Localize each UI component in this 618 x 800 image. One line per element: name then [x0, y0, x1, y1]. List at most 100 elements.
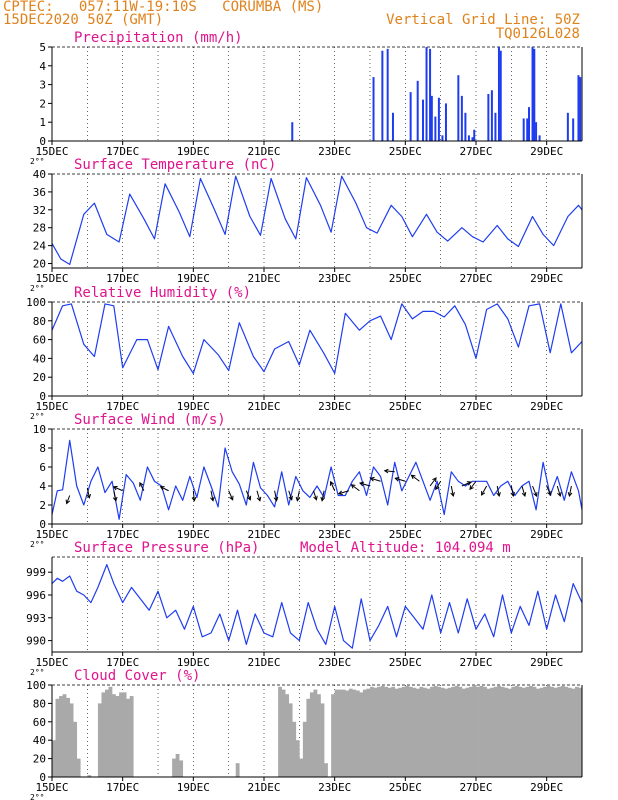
wind-arrow — [383, 468, 395, 474]
wind-arrow — [435, 480, 442, 491]
wind-arrow — [481, 485, 488, 496]
wind-arrow-shaft — [256, 490, 261, 501]
pressure-ytick-label: 990 — [26, 635, 46, 648]
cloud-cover-bar — [320, 703, 325, 777]
cloud-cover-xtick-label: 19DEC — [177, 781, 210, 794]
precipitation-bar — [526, 118, 529, 141]
pressure-series-line — [51, 563, 583, 649]
wind-arrow-head — [191, 496, 197, 502]
cloud-cover-bar — [377, 686, 381, 777]
cloud-cover-bar — [366, 688, 371, 777]
precipitation-bar — [391, 112, 394, 141]
cloud-cover-bar — [490, 687, 494, 777]
humidity-ytick-label: 20 — [33, 371, 46, 384]
cloud-cover-bar — [521, 687, 526, 777]
cloud-cover-bar — [493, 686, 498, 777]
wind-arrow-head — [350, 484, 356, 489]
cloud-cover-bar — [59, 696, 63, 777]
temperature-xtick-label: 29DEC — [530, 272, 563, 285]
precipitation-bar — [535, 122, 538, 141]
wind-arrow — [65, 495, 71, 505]
humidity-panel: 0 20 40 60 80 100 15DEC 17DEC 19DEC 21DEC 23DEC 25D… — [26, 285, 583, 421]
cloud-cover-bar — [373, 687, 378, 777]
cloud-cover-bar — [313, 689, 318, 777]
wind-ytick-label: 0 — [39, 518, 46, 531]
cloud-cover-bar — [550, 686, 555, 777]
cloud-cover-bar — [387, 687, 392, 777]
temperature-xtick-label: 27DEC — [459, 272, 492, 285]
wind-arrow — [429, 477, 437, 487]
precipitation-bar — [291, 122, 294, 141]
wind-arrow-shaft — [113, 486, 123, 492]
wind-xtick-label: 25DEC — [389, 528, 422, 541]
cloud-cover-bar — [430, 686, 434, 777]
cloud-cover-bar — [52, 740, 56, 777]
pressure-ytick-label: 999 — [26, 566, 46, 579]
wind-arrow-shaft — [228, 490, 234, 500]
temperature-ytick-label: 28 — [33, 222, 46, 235]
wind-arrow — [288, 490, 293, 501]
wind-arrow-shaft — [86, 487, 90, 498]
cloud-cover-bar — [405, 685, 410, 777]
cloud-cover-bar — [447, 687, 452, 777]
wind-arrow — [329, 480, 336, 491]
wind-arrow — [461, 481, 472, 487]
humidity-title: Relative Humidity (%) — [74, 285, 251, 301]
cloud-cover-year-marker: 2°° — [30, 793, 44, 800]
cloud-cover-ytick-label: 20 — [33, 753, 46, 766]
pressure-xtick-label: 23DEC — [318, 656, 351, 669]
precipitation-bar — [528, 107, 530, 141]
cloud-cover-bar — [532, 686, 537, 777]
wind-arrow-head — [410, 474, 416, 480]
cloud-cover-bar — [440, 687, 445, 777]
precipitation-bar — [533, 48, 536, 141]
precipitation-bar — [566, 112, 569, 141]
wind-arrow — [159, 486, 169, 492]
cloud-cover-bar — [557, 686, 562, 777]
cloud-cover-bar — [334, 689, 339, 777]
grid-line-label: Vertical Grid Line: 50Z — [386, 12, 580, 28]
wind-arrow — [521, 485, 527, 497]
cloud-cover-bar — [126, 698, 131, 777]
cloud-cover-bar — [472, 685, 477, 777]
cloud-cover-bar — [317, 694, 321, 777]
precipitation-bar — [429, 48, 432, 141]
cloud-cover-bar — [285, 694, 290, 777]
wind-arrow-shaft — [274, 490, 278, 501]
cloud-cover-ytick-label: 80 — [33, 697, 46, 710]
wind-arrow — [112, 485, 123, 492]
cloud-cover-xtick-label: 15DEC — [35, 781, 68, 794]
cloud-cover-bar — [278, 686, 282, 777]
cloud-cover-bar — [468, 686, 473, 777]
wind-arrow-shaft — [510, 485, 514, 497]
cloud-cover-bar — [115, 696, 120, 777]
wind-arrow-head — [295, 496, 301, 502]
precipitation-bar — [437, 97, 440, 141]
wind-arrow-head — [139, 481, 144, 487]
cloud-cover-bar — [359, 692, 364, 777]
precipitation-bar — [531, 47, 534, 141]
wind-series-line — [51, 439, 583, 520]
pressure-panel: 990 993 996 999 15DEC 17DEC 19DEC 21DEC 23DEC 25D… — [26, 540, 583, 677]
cloud-cover-bar — [362, 689, 367, 777]
wind-arrow — [394, 476, 406, 482]
wind-arrow-head — [567, 492, 573, 498]
wind-arrow — [86, 487, 92, 499]
wind-arrow-head — [320, 496, 326, 502]
temperature-ytick-label: 36 — [33, 186, 46, 199]
cloud-cover-bar — [511, 686, 516, 777]
precipitation-bar — [490, 90, 493, 141]
wind-arrow-head — [159, 486, 165, 491]
wind-arrow-shaft — [210, 490, 214, 501]
precipitation-bar — [494, 112, 497, 141]
wind-arrow-shaft — [160, 486, 169, 492]
cloud-cover-bar — [55, 698, 60, 777]
forecast-date: 15DEC2020 50Z (GMT) — [3, 12, 164, 28]
temperature-ytick-label: 32 — [33, 204, 46, 217]
station-header: CPTEC: 057:11W-19:10S CORUMBA (MS) — [3, 0, 324, 15]
temperature-ytick-label: 24 — [33, 240, 47, 253]
cloud-cover-bar — [529, 685, 533, 777]
cloud-cover-bar — [101, 692, 106, 777]
precipitation-xtick-label: 29DEC — [530, 145, 563, 158]
cloud-cover-bar — [129, 696, 134, 777]
